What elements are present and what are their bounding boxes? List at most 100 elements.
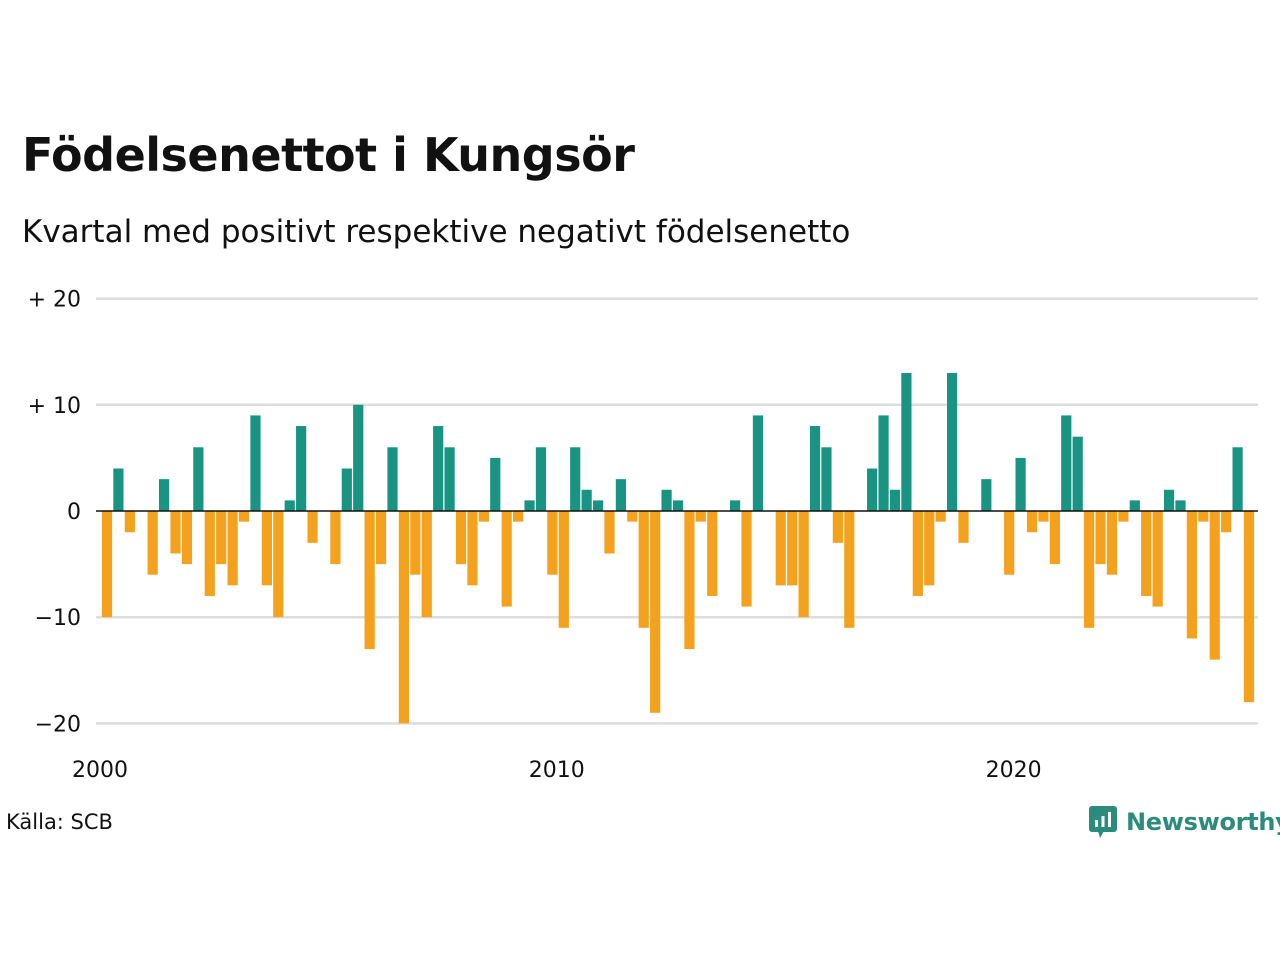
- bar-negative: [478, 511, 489, 522]
- bar-positive: [592, 500, 604, 511]
- bar-negative: [1049, 511, 1060, 565]
- bar-negative: [684, 511, 695, 650]
- bar-negative: [364, 511, 375, 650]
- x-tick-label: 2010: [529, 758, 585, 783]
- bar-negative: [787, 511, 798, 586]
- bar-negative: [832, 511, 843, 543]
- x-tick-label: 2000: [72, 758, 128, 783]
- bar-negative: [958, 511, 969, 543]
- bar-positive: [113, 468, 124, 511]
- bar-negative: [307, 511, 318, 543]
- bar-negative: [1209, 511, 1220, 660]
- bar-negative: [124, 511, 135, 533]
- bar-negative: [227, 511, 238, 586]
- bar-negative: [513, 511, 524, 522]
- bar-positive: [1015, 457, 1026, 511]
- bars: [101, 372, 1255, 724]
- bar-negative: [273, 511, 284, 618]
- bar-positive: [878, 415, 889, 511]
- bar-positive: [672, 500, 684, 511]
- bar-negative: [638, 511, 649, 628]
- bar-positive: [615, 479, 626, 511]
- bar-negative: [935, 511, 946, 522]
- bar-negative: [455, 511, 467, 565]
- bar-negative: [1026, 511, 1038, 533]
- bar-negative: [1084, 511, 1095, 628]
- bar-positive: [1129, 500, 1140, 511]
- bar-positive: [981, 479, 992, 511]
- bar-negative: [101, 511, 113, 618]
- bar-positive: [284, 500, 295, 511]
- bar-negative: [170, 511, 181, 554]
- bar-negative: [650, 511, 661, 713]
- bar-positive: [570, 447, 581, 511]
- bar-negative: [1004, 511, 1015, 575]
- bar-positive: [821, 447, 832, 511]
- bar-negative: [707, 511, 718, 596]
- bar-positive: [867, 468, 878, 511]
- bar-negative: [1198, 511, 1209, 522]
- bar-positive: [752, 415, 764, 511]
- bar-positive: [524, 500, 535, 511]
- chart-subtitle: Kvartal med positivt respektive negativt…: [22, 214, 851, 250]
- bar-negative: [1038, 511, 1049, 522]
- bar-negative: [1243, 511, 1255, 703]
- x-tick-label: 2020: [986, 758, 1042, 783]
- bar-positive: [809, 426, 821, 511]
- bar-negative: [375, 511, 387, 565]
- bar-negative: [421, 511, 432, 618]
- bar-negative: [467, 511, 478, 586]
- newsworthy-logo[interactable]: Newsworthy: [1088, 804, 1280, 840]
- bar-positive: [946, 372, 958, 511]
- bar-negative: [844, 511, 855, 628]
- bar-positive: [661, 489, 672, 511]
- bar-negative: [1118, 511, 1129, 522]
- y-tick-label: −20: [35, 712, 81, 737]
- bar-negative: [261, 511, 272, 586]
- bar-negative: [775, 511, 786, 586]
- bar-positive: [730, 500, 741, 511]
- bar-negative: [147, 511, 158, 575]
- grid-lines: [96, 297, 1258, 725]
- bar-positive: [889, 489, 901, 511]
- bar-negative: [741, 511, 752, 607]
- bar-negative: [1095, 511, 1106, 565]
- bar-positive: [535, 447, 547, 511]
- axes: + 20 + 10 0 −10 −20 2000 2010 2020: [28, 288, 1258, 783]
- bar-positive: [250, 415, 261, 511]
- chart-title: Födelsenettot i Kungsör: [22, 128, 635, 182]
- bar-positive: [353, 404, 364, 511]
- bar-negative: [1152, 511, 1163, 607]
- bar-positive: [1163, 489, 1175, 511]
- bar-positive: [490, 457, 501, 511]
- bar-negative: [627, 511, 638, 522]
- newsworthy-icon: [1089, 806, 1117, 838]
- bar-negative: [1141, 511, 1152, 596]
- bar-positive: [387, 447, 398, 511]
- bar-negative: [1221, 511, 1232, 533]
- bar-positive: [296, 426, 307, 511]
- bar-positive: [1061, 415, 1072, 511]
- y-tick-label: + 10: [28, 394, 81, 419]
- bar-negative: [924, 511, 935, 586]
- bar-negative: [1106, 511, 1118, 575]
- bar-negative: [604, 511, 615, 554]
- bar-positive: [581, 489, 592, 511]
- bar-positive: [341, 468, 352, 511]
- y-tick-label: −10: [35, 606, 81, 631]
- bar-negative: [695, 511, 706, 522]
- bar-positive: [1175, 500, 1186, 511]
- source-note: Källa: SCB: [6, 810, 113, 834]
- bar-positive: [444, 447, 455, 511]
- bar-negative: [181, 511, 193, 565]
- bar-positive: [433, 426, 444, 511]
- bar-negative: [330, 511, 341, 565]
- bar-negative: [216, 511, 227, 565]
- bar-negative: [547, 511, 558, 575]
- bar-chart: + 20 + 10 0 −10 −20 2000 2010 2020: [28, 288, 1258, 783]
- bar-negative: [798, 511, 809, 618]
- bar-negative: [204, 511, 215, 596]
- bar-negative: [238, 511, 250, 522]
- bar-positive: [159, 479, 170, 511]
- y-tick-label: + 20: [28, 288, 81, 313]
